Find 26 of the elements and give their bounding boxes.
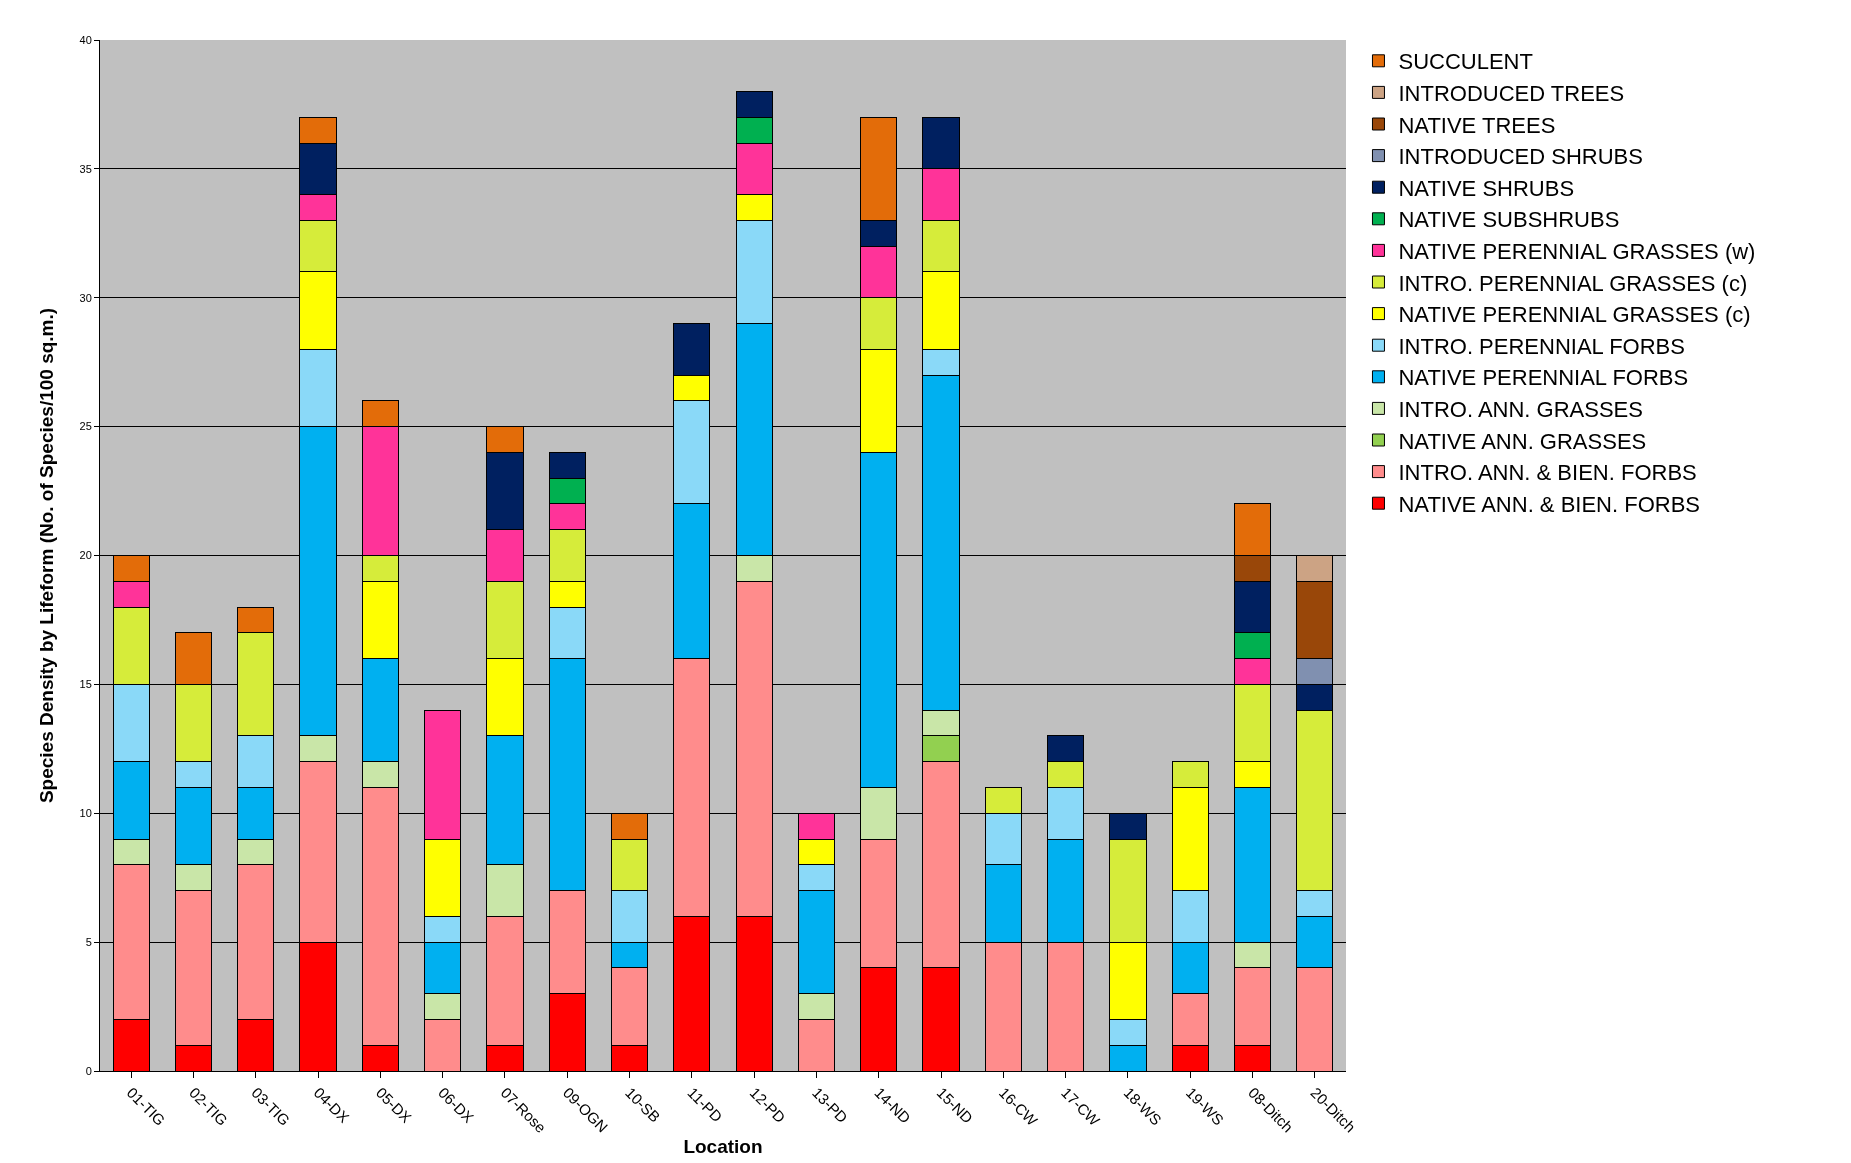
y-tick-label: 15 bbox=[79, 678, 92, 691]
legend-label: INTRO. ANN. GRASSES bbox=[1398, 396, 1643, 422]
x-axis-title: Location bbox=[683, 1135, 763, 1157]
y-tick-label: 35 bbox=[79, 162, 92, 175]
legend-label: INTRO. PERENNIAL GRASSES (c) bbox=[1398, 270, 1748, 296]
legend-label: INTRO. PERENNIAL FORBS bbox=[1398, 333, 1685, 359]
y-tick-label: 5 bbox=[85, 935, 92, 948]
legend-label: NATIVE ANN. GRASSES bbox=[1398, 428, 1647, 454]
legend-label: NATIVE SUBSHRUBS bbox=[1398, 207, 1620, 233]
y-tick-label: 25 bbox=[79, 420, 92, 433]
y-tick-label: 20 bbox=[79, 549, 92, 562]
y-tick-label: 0 bbox=[85, 1064, 92, 1077]
legend-label: NATIVE SHRUBS bbox=[1398, 175, 1575, 201]
y-tick-label: 10 bbox=[79, 807, 92, 820]
legend-label: NATIVE PERENNIAL GRASSES (c) bbox=[1398, 302, 1751, 328]
y-tick-label: 30 bbox=[79, 291, 92, 304]
y-tick-label: 40 bbox=[79, 33, 92, 46]
legend-label: INTRO. ANN. & BIEN. FORBS bbox=[1398, 460, 1697, 486]
legend-label: NATIVE PERENNIAL GRASSES (w) bbox=[1398, 238, 1756, 264]
legend-label: NATIVE ANN. & BIEN. FORBS bbox=[1398, 491, 1701, 517]
legend-label: NATIVE TREES bbox=[1398, 112, 1556, 138]
legend-label: INTRODUCED TREES bbox=[1398, 80, 1625, 106]
y-axis-title: Species Density by Lifeform (No. of Species/100 sq.m.) bbox=[36, 307, 58, 804]
legend-label: NATIVE PERENNIAL FORBS bbox=[1398, 365, 1689, 391]
legend-label: SUCCULENT bbox=[1398, 49, 1533, 75]
legend-label: INTRODUCED SHRUBS bbox=[1398, 144, 1643, 170]
